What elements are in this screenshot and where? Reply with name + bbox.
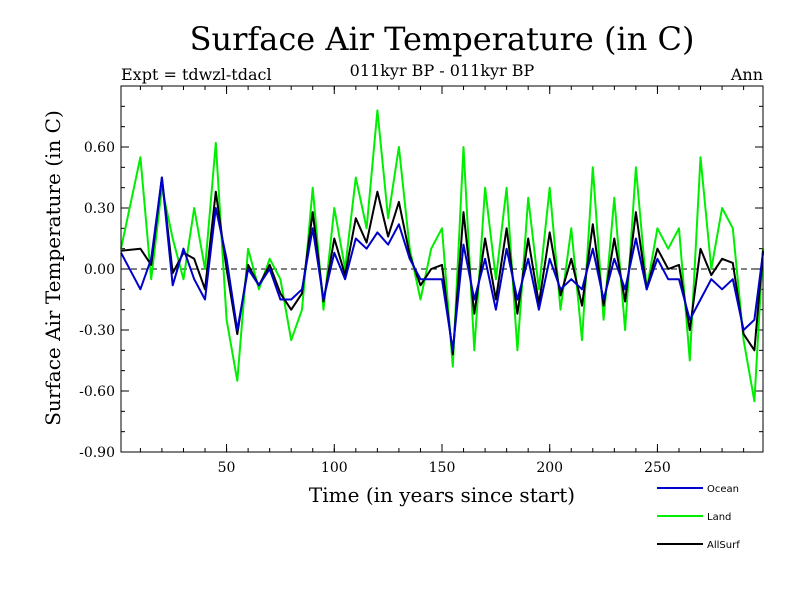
x-tick-label: 150	[429, 460, 456, 476]
y-axis-label: Surface Air Temperature (in C)	[41, 110, 65, 426]
plot-frame	[120, 85, 764, 453]
chart-title: Surface Air Temperature (in C)	[190, 20, 695, 58]
series-line-allsurf	[120, 176, 764, 356]
x-tick-label: 100	[321, 460, 348, 476]
x-axis-label: Time (in years since start)	[309, 483, 575, 507]
season-label: Ann	[730, 65, 763, 84]
experiment-label: Expt = tdwzl-tdacl	[121, 65, 272, 84]
series-line-ocean	[120, 176, 764, 352]
x-tick-label: 250	[644, 460, 671, 476]
series-line-land	[120, 109, 764, 403]
y-tick-label: -0.30	[79, 323, 115, 339]
legend-label-ocean: Ocean	[707, 484, 739, 495]
x-tick-label: 50	[218, 460, 236, 476]
y-tick-label: 0.30	[84, 201, 115, 217]
legend-label-allsurf: AllSurf	[707, 540, 740, 551]
x-tick-label: 200	[536, 460, 563, 476]
y-tick-label: 0.60	[84, 140, 115, 156]
y-tick-label: -0.60	[79, 384, 115, 400]
legend-label-land: Land	[707, 512, 731, 523]
chart-subtitle: 011kyr BP - 011kyr BP	[350, 61, 535, 80]
y-tick-label: 0.00	[84, 262, 115, 278]
y-tick-label: -0.90	[79, 445, 115, 461]
